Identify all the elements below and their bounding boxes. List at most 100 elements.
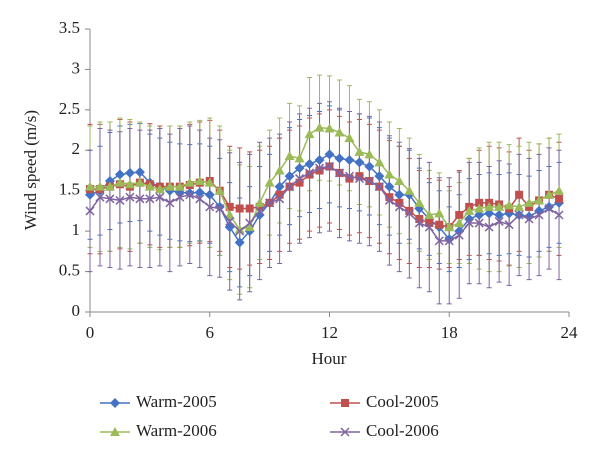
marker bbox=[494, 216, 504, 226]
y-tick-label: 2 bbox=[72, 139, 81, 158]
marker bbox=[114, 177, 125, 187]
marker bbox=[85, 181, 95, 191]
marker bbox=[244, 222, 255, 232]
marker bbox=[94, 181, 105, 191]
marker bbox=[384, 195, 394, 205]
marker bbox=[341, 399, 349, 407]
marker bbox=[110, 398, 120, 408]
marker bbox=[145, 194, 155, 204]
marker bbox=[374, 182, 384, 192]
marker bbox=[134, 167, 145, 178]
marker bbox=[314, 122, 325, 132]
marker bbox=[384, 169, 395, 179]
marker bbox=[544, 189, 555, 199]
marker bbox=[204, 177, 215, 187]
marker bbox=[404, 185, 415, 195]
legend-label: Cool-2005 bbox=[366, 392, 439, 411]
marker bbox=[275, 194, 285, 204]
marker bbox=[224, 209, 235, 219]
marker bbox=[125, 192, 135, 202]
marker bbox=[274, 165, 285, 175]
marker bbox=[264, 177, 275, 187]
marker bbox=[245, 218, 255, 228]
legend-label: Warm-2005 bbox=[136, 392, 217, 411]
marker bbox=[215, 203, 225, 214]
marker bbox=[305, 170, 314, 179]
marker bbox=[254, 197, 265, 207]
marker bbox=[115, 195, 125, 205]
marker bbox=[274, 181, 285, 192]
marker bbox=[105, 194, 115, 204]
marker bbox=[234, 224, 245, 234]
marker bbox=[304, 129, 315, 139]
marker bbox=[364, 161, 375, 172]
marker bbox=[394, 202, 404, 212]
marker bbox=[384, 181, 395, 192]
marker bbox=[285, 182, 295, 192]
marker bbox=[305, 168, 315, 178]
marker bbox=[364, 149, 375, 159]
marker bbox=[135, 194, 145, 204]
marker bbox=[554, 210, 564, 220]
marker bbox=[424, 209, 435, 219]
marker bbox=[514, 201, 525, 211]
marker bbox=[414, 197, 425, 207]
marker bbox=[484, 222, 494, 232]
y-tick-label: 3.5 bbox=[59, 18, 80, 37]
marker bbox=[444, 234, 455, 245]
marker bbox=[525, 202, 534, 211]
x-tick-label: 24 bbox=[561, 323, 579, 342]
marker bbox=[354, 174, 364, 184]
marker bbox=[524, 214, 534, 224]
marker bbox=[255, 202, 264, 211]
marker bbox=[355, 172, 364, 181]
y-tick-label: 1 bbox=[72, 220, 81, 239]
marker bbox=[344, 133, 355, 143]
marker bbox=[255, 206, 265, 216]
marker bbox=[555, 194, 564, 203]
marker bbox=[265, 198, 275, 208]
marker bbox=[225, 202, 234, 211]
marker bbox=[385, 193, 394, 202]
marker bbox=[394, 189, 405, 200]
marker bbox=[164, 181, 175, 191]
marker bbox=[435, 220, 444, 229]
marker bbox=[444, 222, 455, 232]
marker bbox=[235, 226, 245, 236]
marker bbox=[154, 184, 165, 194]
marker bbox=[515, 190, 524, 199]
marker bbox=[294, 153, 305, 163]
marker bbox=[304, 159, 315, 170]
marker bbox=[275, 190, 284, 199]
marker bbox=[514, 210, 524, 220]
x-tick-label: 6 bbox=[206, 323, 215, 342]
x-axis-label: Hour bbox=[312, 349, 347, 368]
marker bbox=[364, 176, 374, 186]
marker bbox=[185, 190, 195, 200]
marker bbox=[194, 176, 205, 186]
y-tick-label: 0.5 bbox=[59, 260, 80, 279]
marker bbox=[454, 218, 465, 228]
marker bbox=[284, 171, 295, 182]
y-tick-label: 0 bbox=[72, 301, 81, 320]
marker bbox=[295, 174, 305, 184]
marker bbox=[404, 208, 414, 218]
marker bbox=[324, 161, 335, 171]
marker bbox=[324, 149, 335, 160]
marker bbox=[195, 194, 205, 204]
marker bbox=[184, 177, 195, 187]
marker bbox=[144, 181, 155, 191]
marker bbox=[205, 202, 215, 212]
marker bbox=[324, 123, 335, 133]
marker bbox=[414, 218, 424, 228]
marker bbox=[444, 236, 454, 246]
x-tick-label: 12 bbox=[321, 323, 338, 342]
marker bbox=[235, 204, 244, 213]
marker bbox=[524, 197, 535, 207]
marker bbox=[434, 236, 444, 246]
marker bbox=[295, 178, 304, 187]
marker bbox=[475, 198, 484, 207]
x-tick-label: 0 bbox=[86, 323, 95, 342]
marker bbox=[494, 201, 505, 211]
